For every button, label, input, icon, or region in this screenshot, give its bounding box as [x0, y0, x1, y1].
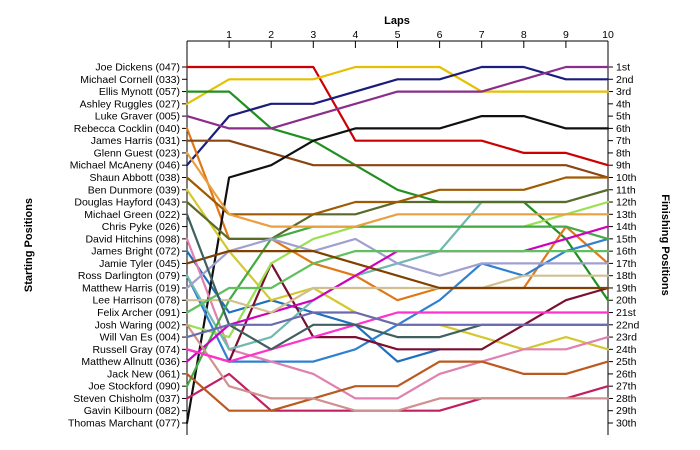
series-line	[185, 237, 610, 400]
finishing-position-label: 24th	[616, 344, 637, 356]
x-tick-label: 10	[602, 29, 614, 41]
x-tick-label: 2	[268, 29, 274, 41]
starting-position-label: David Hitchins (098)	[85, 233, 180, 245]
x-tick-label: 7	[479, 29, 485, 41]
series-line	[185, 311, 610, 339]
series-line	[185, 114, 610, 425]
series-lines	[185, 65, 610, 425]
series-line	[185, 213, 610, 351]
x-axis-ticks: 1 2 3 4 5 6 7 8 9 10	[226, 29, 614, 41]
series-line	[185, 65, 610, 167]
starting-position-label: Jamie Tyler (045)	[99, 258, 180, 270]
starting-position-label: Rebecca Cocklin (040)	[74, 123, 180, 135]
x-tick-label: 9	[563, 29, 569, 41]
finishing-position-label: 22nd	[616, 319, 640, 331]
starting-position-label: Thomas Marchant (077)	[68, 418, 180, 430]
finishing-position-label: 3rd	[616, 86, 631, 98]
finishing-position-label: 18th	[616, 270, 637, 282]
finishing-position-label: 30th	[616, 418, 637, 430]
series-line	[185, 262, 610, 363]
finishing-position-label: 10th	[616, 172, 637, 184]
starting-position-label: Steven Chisholm (037)	[73, 393, 180, 405]
finishing-position-label: 17th	[616, 258, 637, 270]
series-line	[185, 323, 610, 412]
x-tick-label: 3	[310, 29, 316, 41]
finishing-position-label: 14th	[616, 221, 637, 233]
series-line	[185, 139, 610, 179]
starting-position-label: Michael Cornell (033)	[80, 74, 180, 86]
finishing-position-label: 8th	[616, 147, 631, 159]
x-tick-label: 8	[521, 29, 527, 41]
finishing-position-label: 29th	[616, 405, 637, 417]
finishing-position-label: 23rd	[616, 332, 637, 344]
starting-position-label: Will Van Es (004)	[100, 332, 180, 344]
series-line	[185, 65, 610, 130]
finishing-position-label: 13th	[616, 209, 637, 221]
finishing-position-label: 19th	[616, 282, 637, 294]
finishing-position-label: 16th	[616, 246, 637, 258]
finishing-position-label: 6th	[616, 123, 631, 135]
starting-position-label: Michael Green (022)	[84, 209, 180, 221]
starting-position-label: Glenn Guest (023)	[94, 147, 180, 159]
finishing-position-label: 5th	[616, 111, 631, 123]
finishing-position-label: 28th	[616, 393, 637, 405]
finishing-position-label: 4th	[616, 98, 631, 110]
starting-position-label: Josh Waring (002)	[95, 319, 180, 331]
finishing-position-label: 25th	[616, 356, 637, 368]
finishing-position-label: 1st	[616, 62, 630, 74]
starting-position-label: Ashley Ruggles (027)	[80, 98, 180, 110]
starting-position-label: Shaun Abbott (038)	[90, 172, 181, 184]
finishing-position-label: 20th	[616, 295, 637, 307]
series-line	[185, 225, 610, 363]
starting-position-label: Gavin Kilbourn (082)	[84, 405, 180, 417]
series-line	[185, 360, 610, 412]
x-tick-label: 5	[395, 29, 401, 41]
starting-position-label: Felix Archer (091)	[97, 307, 180, 319]
series-line	[185, 274, 610, 314]
starting-position-label: Ben Dunmore (039)	[88, 184, 180, 196]
starting-position-label: Lee Harrison (078)	[92, 295, 180, 307]
y-axis-label-right: Finishing Positions	[659, 194, 671, 295]
series-line	[185, 250, 610, 314]
finishing-position-label: 21st	[616, 307, 636, 319]
series-line	[185, 151, 610, 228]
chart-title: Laps	[384, 15, 410, 27]
series-line	[185, 65, 610, 105]
x-tick-label: 4	[352, 29, 358, 41]
starting-position-label: Matthew Harris (019)	[82, 282, 180, 294]
finishing-position-label: 26th	[616, 368, 637, 380]
starting-position-label: Joe Stockford (090)	[88, 381, 180, 393]
starting-position-label: Jack New (061)	[107, 368, 180, 380]
x-tick-label: 1	[226, 29, 232, 41]
series-line	[185, 250, 610, 290]
starting-position-label: Luke Graver (005)	[95, 111, 180, 123]
starting-position-label: Ellis Mynott (057)	[99, 86, 180, 98]
starting-position-label: Matthew Allnutt (036)	[81, 356, 180, 368]
series-line	[185, 225, 610, 388]
finishing-position-label: 9th	[616, 160, 631, 172]
finishing-position-label: 15th	[616, 233, 637, 245]
finishing-position-label: 12th	[616, 197, 637, 209]
starting-position-label: Ross Darlington (079)	[78, 270, 180, 282]
starting-position-label: Russell Gray (074)	[92, 344, 180, 356]
starting-position-label: James Harris (031)	[91, 135, 180, 147]
starting-position-label: Douglas Hayford (043)	[74, 197, 180, 209]
finishing-position-label: 11th	[616, 184, 636, 196]
y-axis-label-left: Starting Positions	[23, 198, 35, 292]
starting-position-label: James Bright (072)	[91, 246, 180, 258]
series-line	[185, 311, 610, 363]
starting-position-label: Joe Dickens (047)	[95, 62, 180, 74]
series-line	[185, 65, 610, 167]
finishing-position-labels: 1st2nd3rd4th5th6th7th8th9th10th11th12th1…	[616, 62, 640, 430]
finishing-position-label: 2nd	[616, 74, 634, 86]
starting-position-labels: Joe Dickens (047)Michael Cornell (033)El…	[68, 62, 180, 430]
series-line	[185, 176, 610, 216]
finishing-position-label: 27th	[616, 381, 637, 393]
x-tick-label: 6	[437, 29, 443, 41]
starting-position-label: Chris Pyke (026)	[102, 221, 180, 233]
starting-position-label: Michael McAneny (046)	[70, 160, 180, 172]
series-line	[185, 237, 610, 290]
finishing-position-label: 7th	[616, 135, 631, 147]
